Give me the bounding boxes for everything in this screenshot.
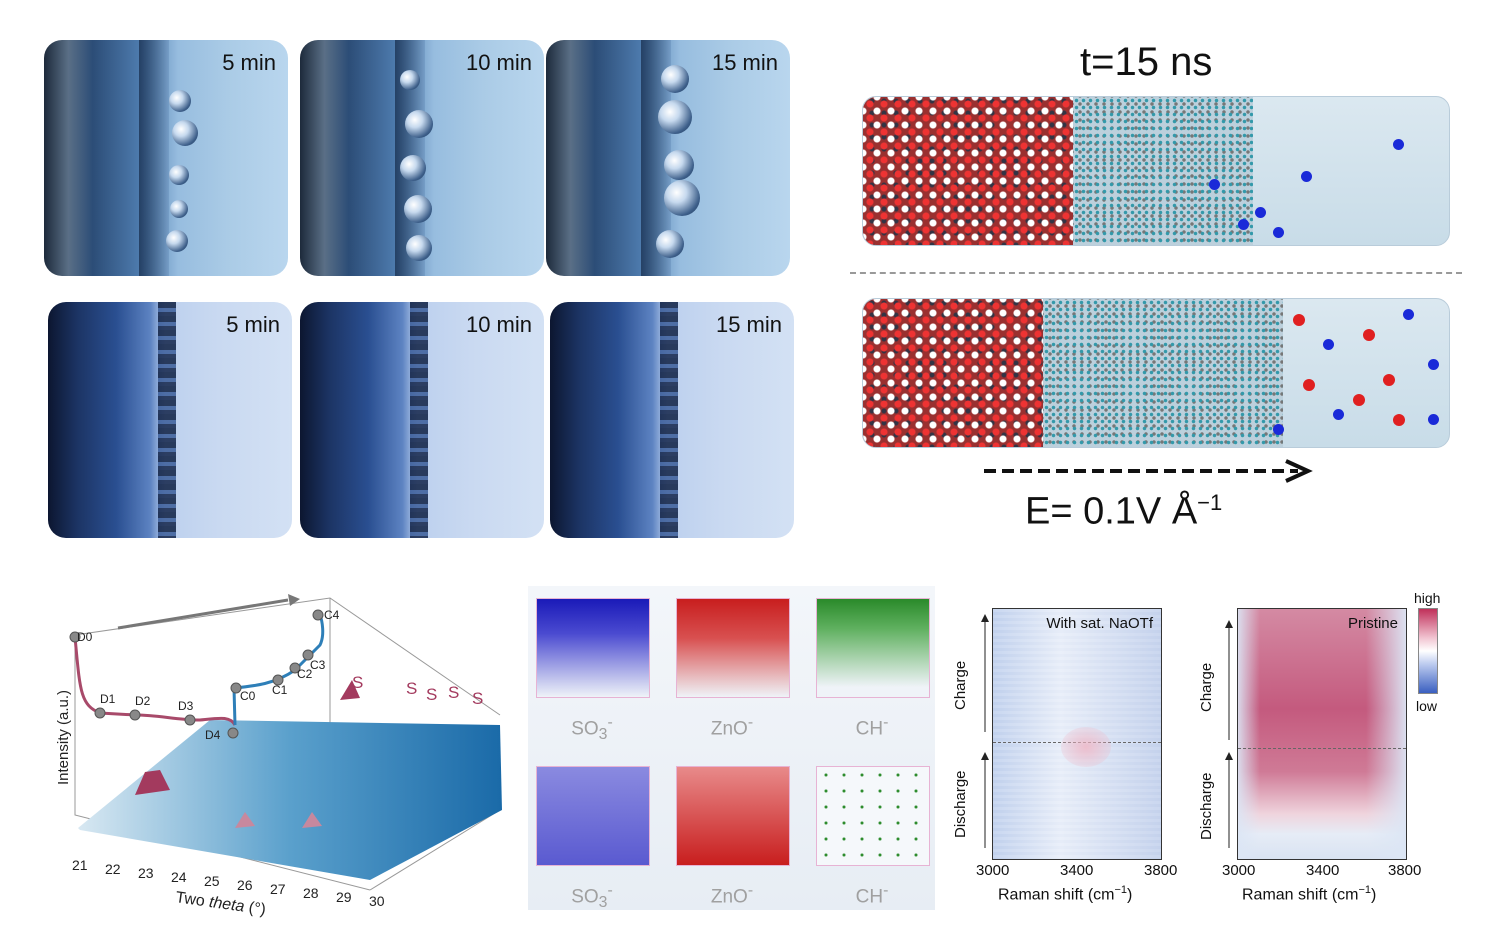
heatmap-sat-naotf: With sat. NaOTf bbox=[992, 608, 1162, 860]
cube-zno-top bbox=[676, 598, 790, 698]
x-tick-label: 28 bbox=[303, 885, 319, 901]
time-label: 5 min bbox=[226, 312, 280, 337]
photo-bubbles-3: 15 min bbox=[546, 40, 790, 276]
x-tick-label: 22 bbox=[105, 861, 121, 877]
label-ch-bottom: CH- bbox=[855, 882, 889, 908]
marker-c0 bbox=[230, 682, 242, 694]
time-label: 10 min bbox=[465, 50, 532, 75]
marker-d2 bbox=[129, 709, 141, 721]
interface-region bbox=[1073, 97, 1253, 245]
s-marker: S bbox=[426, 685, 437, 704]
cube-so3-bottom bbox=[536, 766, 650, 866]
marker-label-c1: C1 bbox=[272, 683, 288, 697]
label-so3-bottom: SO3- bbox=[571, 882, 613, 912]
time-label: 15 min bbox=[715, 312, 782, 337]
color-scale-bar bbox=[1418, 608, 1438, 694]
photo-bubbles-2: 10 min bbox=[300, 40, 544, 276]
md-box-bottom bbox=[862, 298, 1450, 448]
panel-title: With sat. NaOTf bbox=[1046, 615, 1153, 632]
x-axis-label: Raman shift (cm−1) bbox=[998, 884, 1133, 904]
field-arrow bbox=[984, 459, 1313, 483]
discharge-label: Discharge bbox=[952, 770, 969, 838]
x-tick-label: 25 bbox=[204, 873, 220, 889]
marker-label-c4: C4 bbox=[324, 608, 340, 622]
marker-c4 bbox=[312, 609, 324, 621]
label-ch-top: CH- bbox=[855, 714, 889, 740]
marker-label-c2: C2 bbox=[297, 667, 313, 681]
marker-c3 bbox=[302, 649, 314, 661]
charge-discharge-arrows bbox=[1225, 620, 1233, 848]
photo-dendrites-3: 15 min bbox=[550, 302, 794, 538]
cube-zno-bottom bbox=[676, 766, 790, 866]
x-tick-label: 24 bbox=[171, 869, 187, 885]
dense-electrolyte-region bbox=[863, 97, 1073, 245]
panel-title: Pristine bbox=[1347, 615, 1398, 632]
marker-d4 bbox=[227, 727, 239, 739]
cube-ch-top bbox=[816, 598, 930, 698]
label-so3-top: SO3- bbox=[571, 714, 613, 744]
marker-c1 bbox=[272, 674, 284, 686]
marker-label-d1: D1 bbox=[100, 692, 116, 706]
charge-label: Charge bbox=[952, 660, 969, 710]
scale-high-label: high bbox=[1414, 590, 1441, 606]
marker-label-c0: C0 bbox=[240, 689, 256, 703]
tof-sims-panel: SO3- ZnO- CH- SO3- ZnO- CH- bbox=[528, 586, 935, 912]
x-tick-label: 26 bbox=[237, 877, 253, 893]
heatmap-pristine: Pristine bbox=[1237, 608, 1407, 860]
y-axis-label: Intensity (a.u.) bbox=[55, 690, 72, 785]
marker-label-d0: D0 bbox=[77, 630, 93, 644]
time-label: 10 min bbox=[465, 312, 532, 337]
md-box-top bbox=[862, 96, 1450, 246]
s-marker: S bbox=[448, 683, 459, 702]
time-label: 15 min bbox=[711, 50, 778, 75]
label-zno-bottom: ZnO- bbox=[710, 882, 754, 908]
x-tick-label: 21 bbox=[72, 857, 88, 873]
marker-d3 bbox=[184, 714, 196, 726]
x-tick-label: 23 bbox=[138, 865, 154, 881]
x-tick-label: 27 bbox=[270, 881, 286, 897]
s-marker: S bbox=[406, 679, 417, 698]
s-marker: S bbox=[472, 689, 483, 708]
marker-label-d2: D2 bbox=[135, 694, 151, 708]
discharge-label: Discharge bbox=[1198, 772, 1215, 840]
marker-c2 bbox=[289, 662, 301, 674]
photo-dendrites-2: 10 min bbox=[300, 302, 544, 538]
photo-bubbles-1: 5 min bbox=[44, 40, 288, 276]
charge-label: Charge bbox=[1198, 662, 1215, 712]
divider bbox=[850, 272, 1462, 274]
x-tick-label: 30 bbox=[369, 893, 385, 909]
photo-dendrites-1: 5 min bbox=[48, 302, 292, 538]
x-axis-label: Two theta (°) bbox=[174, 889, 266, 918]
xrd-peaks bbox=[135, 680, 360, 828]
s-marker: S bbox=[352, 673, 363, 692]
time-label: 5 min bbox=[222, 50, 276, 75]
charge-discharge-arrows bbox=[981, 614, 989, 848]
marker-label-d4: D4 bbox=[205, 728, 221, 742]
cube-ch-bottom bbox=[816, 766, 930, 866]
md-time-title: t=15 ns bbox=[1080, 40, 1213, 84]
field-label: E= 0.1V Å−1 bbox=[1025, 490, 1223, 533]
x-tick-label: 29 bbox=[336, 889, 352, 905]
scale-low-label: low bbox=[1416, 698, 1438, 714]
x-axis-label: Raman shift (cm−1) bbox=[1242, 884, 1377, 904]
marker-d0 bbox=[69, 631, 81, 643]
marker-label-c3: C3 bbox=[310, 658, 326, 672]
marker-d1 bbox=[94, 707, 106, 719]
cube-so3-top bbox=[536, 598, 650, 698]
marker-label-d3: D3 bbox=[178, 699, 194, 713]
label-zno-top: ZnO- bbox=[710, 714, 754, 740]
xrd-surface bbox=[78, 720, 502, 880]
